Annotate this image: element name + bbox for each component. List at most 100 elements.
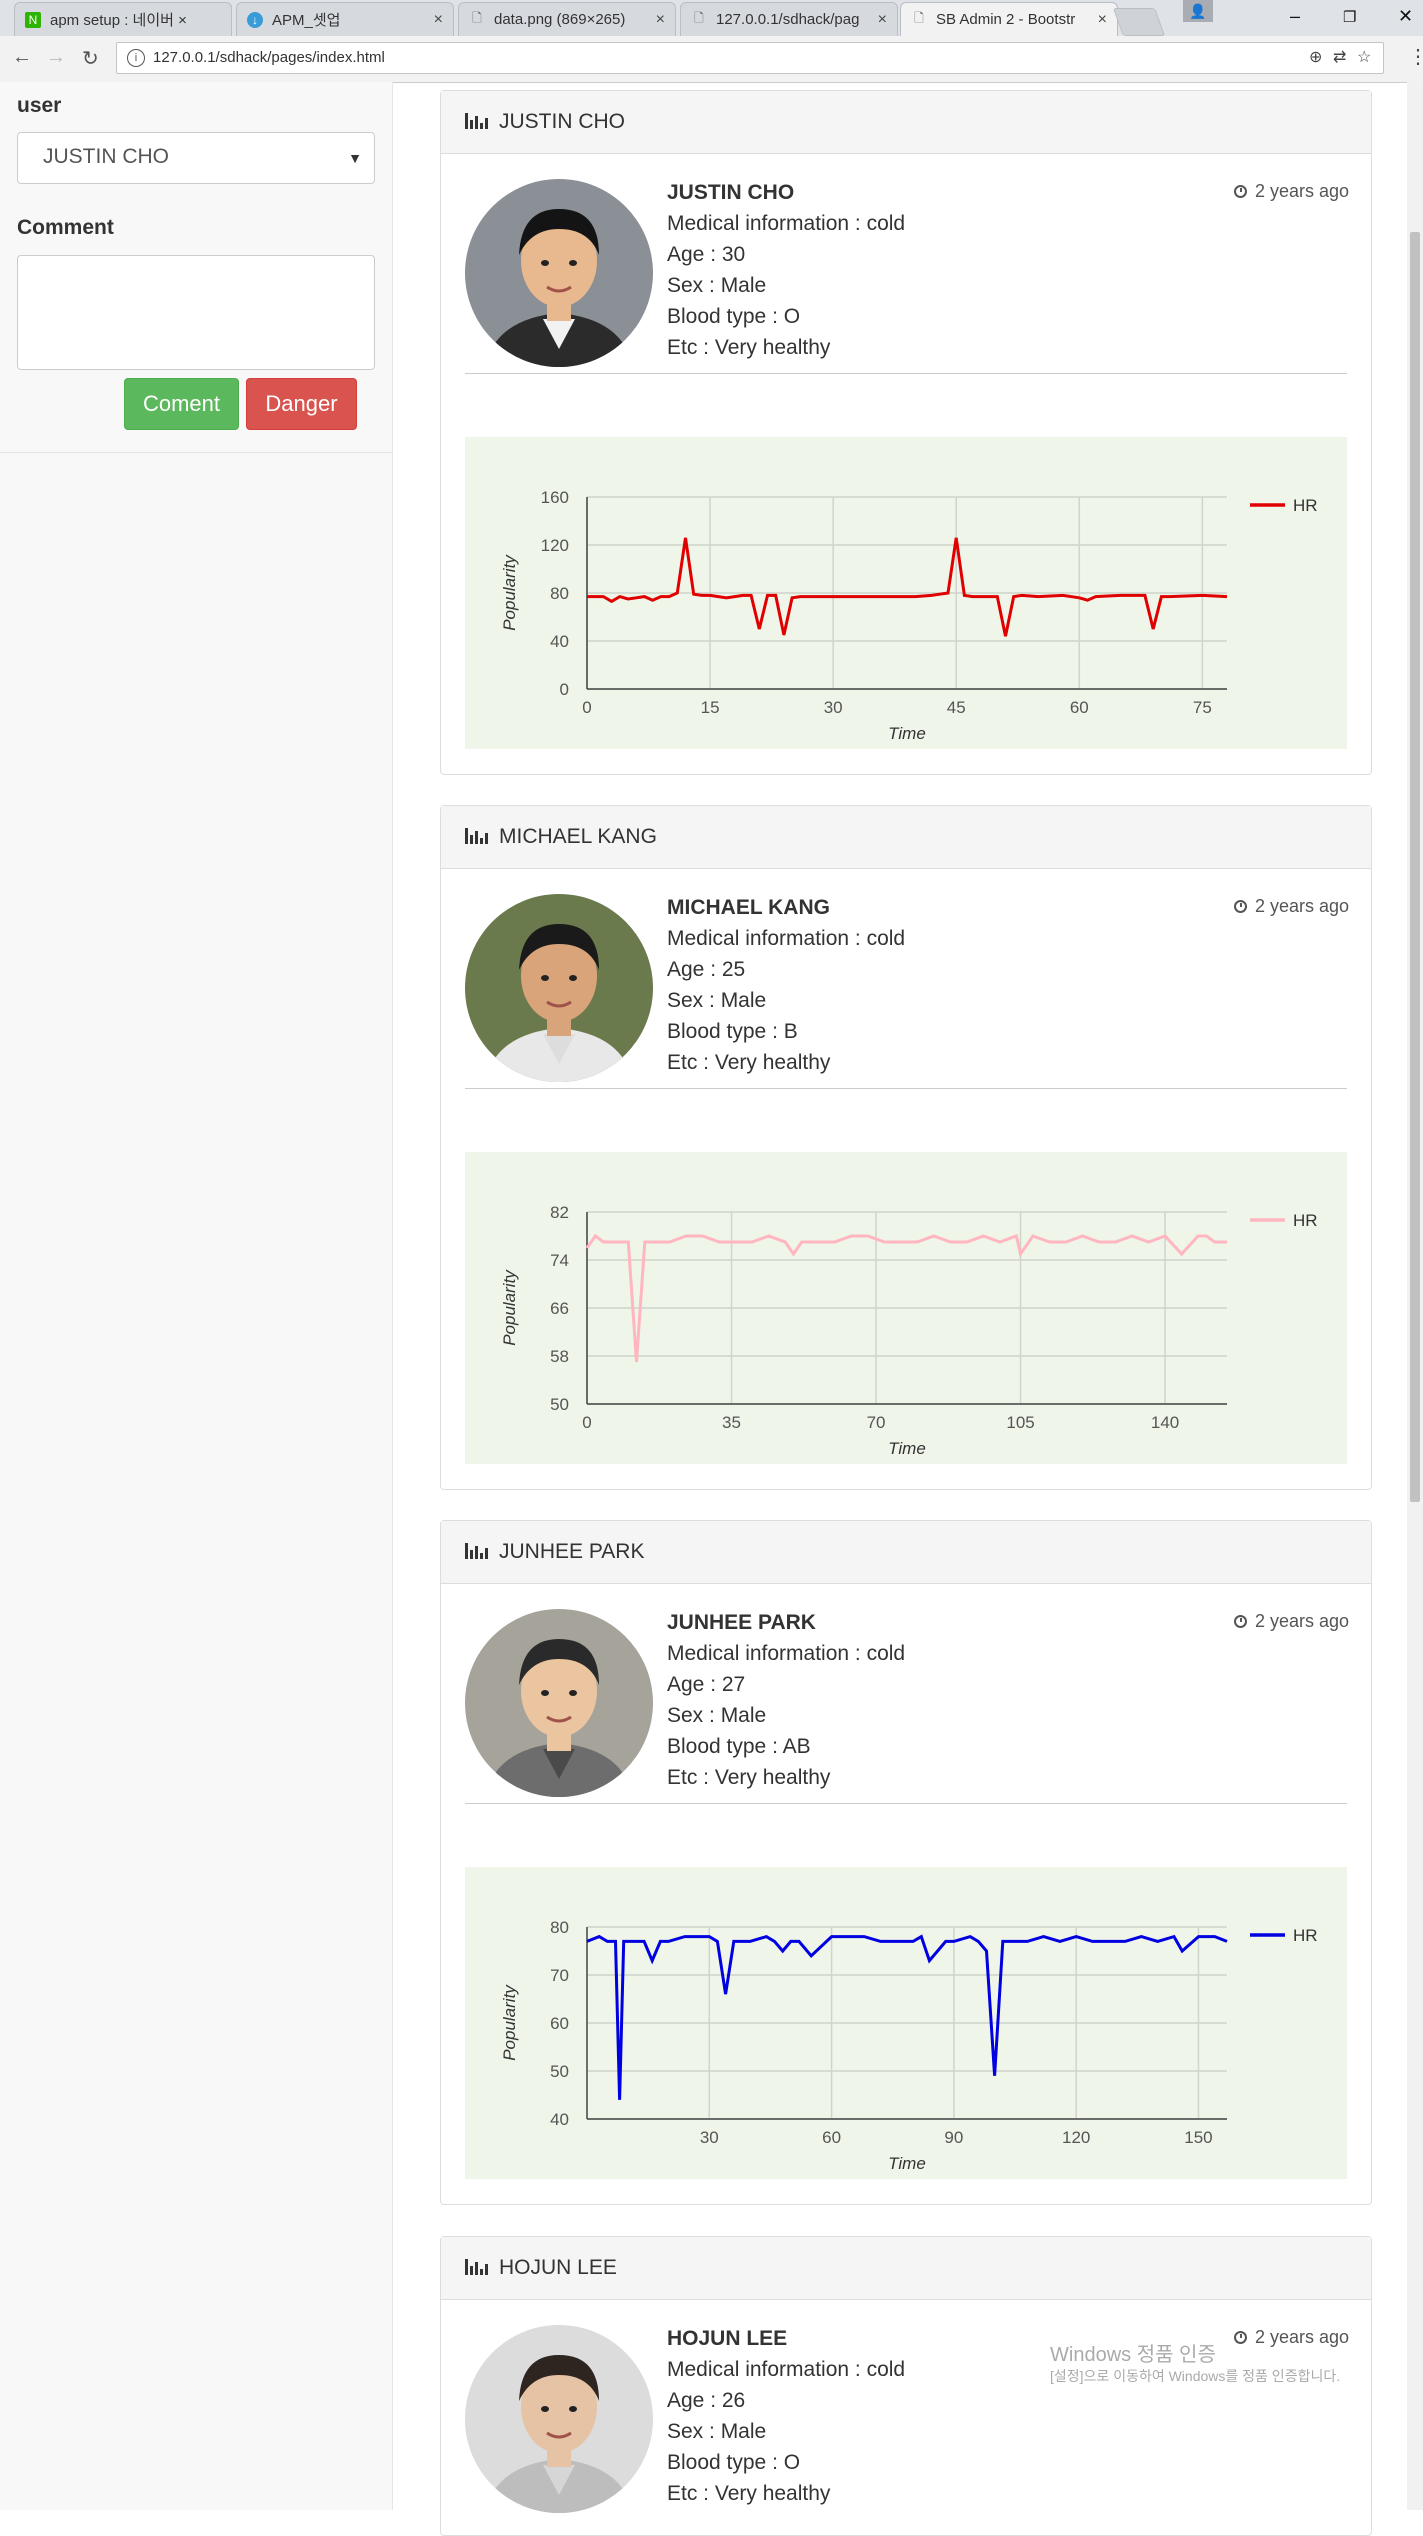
y-tick-label: 58 bbox=[550, 1347, 569, 1366]
patient-name: JUNHEE PARK bbox=[667, 1611, 816, 1634]
clock-icon bbox=[1233, 900, 1247, 913]
y-tick-label: 74 bbox=[550, 1251, 569, 1270]
close-tab-icon[interactable]: × bbox=[1097, 10, 1107, 28]
timestamp: 2 years ago bbox=[1233, 181, 1349, 202]
close-tab-icon[interactable]: × bbox=[877, 10, 887, 28]
hr-chart-svg: 0 40 80 120 160 0 15 30 45 60 75 Time Popularity HR bbox=[500, 488, 1318, 743]
x-tick-label: 120 bbox=[1062, 2128, 1090, 2147]
info-icon[interactable]: i bbox=[127, 49, 145, 67]
chevron-down-icon: ▼ bbox=[348, 150, 362, 166]
close-tab-icon[interactable]: × bbox=[655, 10, 665, 28]
timestamp-text: 2 years ago bbox=[1254, 896, 1349, 916]
danger-button[interactable]: Danger bbox=[246, 378, 357, 430]
blood-type-info: Blood type : O bbox=[667, 2451, 801, 2474]
panel-heading: HOJUN LEE bbox=[441, 2237, 1371, 2300]
y-tick-label: 50 bbox=[550, 2062, 569, 2081]
y-tick-label: 80 bbox=[550, 584, 569, 603]
y-tick-label: 0 bbox=[560, 680, 569, 699]
x-tick-label: 0 bbox=[582, 1413, 591, 1432]
sex-info: Sex : Male bbox=[667, 2420, 767, 2443]
maximize-icon[interactable]: ❐ bbox=[1343, 9, 1357, 26]
sidebar-divider bbox=[0, 452, 392, 453]
y-tick-label: 160 bbox=[541, 488, 569, 507]
hr-chart-svg: 50 58 66 74 82 0 35 70 105 140 Time Popularity HR bbox=[500, 1203, 1318, 1458]
scrollbar-thumb[interactable] bbox=[1410, 232, 1420, 1502]
y-tick-label: 50 bbox=[550, 1395, 569, 1414]
browser-tab[interactable]: N apm setup : 네이버 × bbox=[14, 2, 232, 36]
close-tab-icon[interactable]: × bbox=[433, 10, 443, 28]
browser-tab[interactable]: 🗋 127.0.0.1/sdhack/pag × bbox=[680, 2, 898, 36]
forward-icon[interactable]: → bbox=[46, 46, 66, 68]
hr-chart: 50 58 66 74 82 0 35 70 105 140 Time Popularity HR bbox=[465, 1152, 1347, 1464]
x-tick-label: 70 bbox=[867, 1413, 886, 1432]
minimize-icon[interactable]: – bbox=[1290, 6, 1301, 26]
user-select[interactable]: JUSTIN CHO ▼ bbox=[17, 132, 375, 184]
star-icon[interactable]: ☆ bbox=[1357, 49, 1372, 66]
sex-info: Sex : Male bbox=[667, 1704, 767, 1727]
y-axis-label: Popularity bbox=[500, 554, 519, 631]
coment-button[interactable]: Coment bbox=[124, 378, 239, 430]
new-tab-button[interactable] bbox=[1112, 8, 1166, 36]
patient-name: JUSTIN CHO bbox=[667, 181, 795, 204]
x-tick-label: 30 bbox=[824, 698, 843, 717]
browser-tab[interactable]: ↓ APM_셋업 × bbox=[236, 2, 454, 36]
tab-title: APM_셋업 bbox=[272, 12, 341, 29]
hr-series-line bbox=[587, 537, 1228, 637]
y-tick-label: 120 bbox=[541, 536, 569, 555]
panel-divider bbox=[465, 373, 1347, 374]
page-icon: 🗋 bbox=[914, 11, 924, 25]
avatar bbox=[465, 2325, 653, 2513]
sex-info: Sex : Male bbox=[667, 274, 767, 297]
timestamp: 2 years ago bbox=[1233, 896, 1349, 917]
y-tick-label: 60 bbox=[550, 2014, 569, 2033]
x-tick-label: 60 bbox=[1070, 698, 1089, 717]
panel-title: HOJUN LEE bbox=[499, 2256, 617, 2279]
back-icon[interactable]: ← bbox=[12, 46, 32, 68]
legend-label: HR bbox=[1293, 1211, 1318, 1230]
x-axis-label: Time bbox=[888, 2154, 926, 2173]
age-info: Age : 30 bbox=[667, 243, 746, 266]
y-axis-label: Popularity bbox=[500, 1984, 519, 2061]
timestamp: 2 years ago bbox=[1233, 2327, 1349, 2348]
x-tick-label: 15 bbox=[701, 698, 720, 717]
hr-chart: 0 40 80 120 160 0 15 30 45 60 75 Time Popularity HR bbox=[465, 437, 1347, 749]
timestamp-text: 2 years ago bbox=[1254, 181, 1349, 201]
close-window-icon[interactable]: ✕ bbox=[1398, 6, 1414, 26]
hr-chart: 40 50 60 70 80 30 60 90 120 150 Time Popularity HR bbox=[465, 1867, 1347, 2179]
y-tick-label: 70 bbox=[550, 1966, 569, 1985]
panel-divider bbox=[465, 1088, 1347, 1089]
age-info: Age : 25 bbox=[667, 958, 746, 981]
age-info: Age : 26 bbox=[667, 2389, 746, 2412]
comment-textarea[interactable] bbox=[17, 255, 375, 370]
zoom-icon[interactable]: ⊕ bbox=[1309, 49, 1323, 66]
profile-icon[interactable]: 👤 bbox=[1183, 0, 1213, 22]
page-scrollbar[interactable] bbox=[1407, 82, 1423, 2510]
x-tick-label: 105 bbox=[1006, 1413, 1034, 1432]
panel-divider bbox=[465, 1803, 1347, 1804]
menu-icon[interactable]: ⋮ bbox=[1408, 46, 1423, 68]
sex-info: Sex : Male bbox=[667, 989, 767, 1012]
url-field[interactable]: i 127.0.0.1/sdhack/pages/index.html ⊕ ⇄ … bbox=[116, 42, 1384, 74]
url-text: 127.0.0.1/sdhack/pages/index.html bbox=[153, 49, 385, 66]
bar-chart-icon bbox=[465, 1543, 488, 1559]
medical-info: Medical information : cold bbox=[667, 2358, 906, 2381]
tab-title: 127.0.0.1/sdhack/pag bbox=[716, 11, 860, 28]
browser-tab[interactable]: 🗋 data.png (869×265) × bbox=[458, 2, 676, 36]
x-tick-label: 75 bbox=[1193, 698, 1212, 717]
hr-series-line bbox=[585, 1233, 1227, 1363]
hr-series-line bbox=[586, 1934, 1228, 2100]
y-tick-label: 80 bbox=[550, 1918, 569, 1937]
panel-title: JUSTIN CHO bbox=[499, 110, 625, 133]
blood-type-info: Blood type : O bbox=[667, 305, 801, 328]
translate-icon[interactable]: ⇄ bbox=[1333, 49, 1347, 66]
reload-icon[interactable]: ↻ bbox=[82, 48, 99, 70]
tab-title: apm setup : 네이버 × bbox=[50, 12, 187, 29]
x-tick-label: 150 bbox=[1184, 2128, 1212, 2147]
panel-heading: JUSTIN CHO bbox=[441, 91, 1371, 154]
patient-name: HOJUN LEE bbox=[667, 2327, 788, 2350]
browser-tab-active[interactable]: 🗋 SB Admin 2 - Bootstr × bbox=[900, 2, 1118, 36]
clock-icon bbox=[1233, 1615, 1247, 1628]
panel-heading: JUNHEE PARK bbox=[441, 1521, 1371, 1584]
legend-label: HR bbox=[1293, 496, 1318, 515]
browser-tab-bar: N apm setup : 네이버 × ↓ APM_셋업 × 🗋 data.pn… bbox=[0, 0, 1423, 36]
